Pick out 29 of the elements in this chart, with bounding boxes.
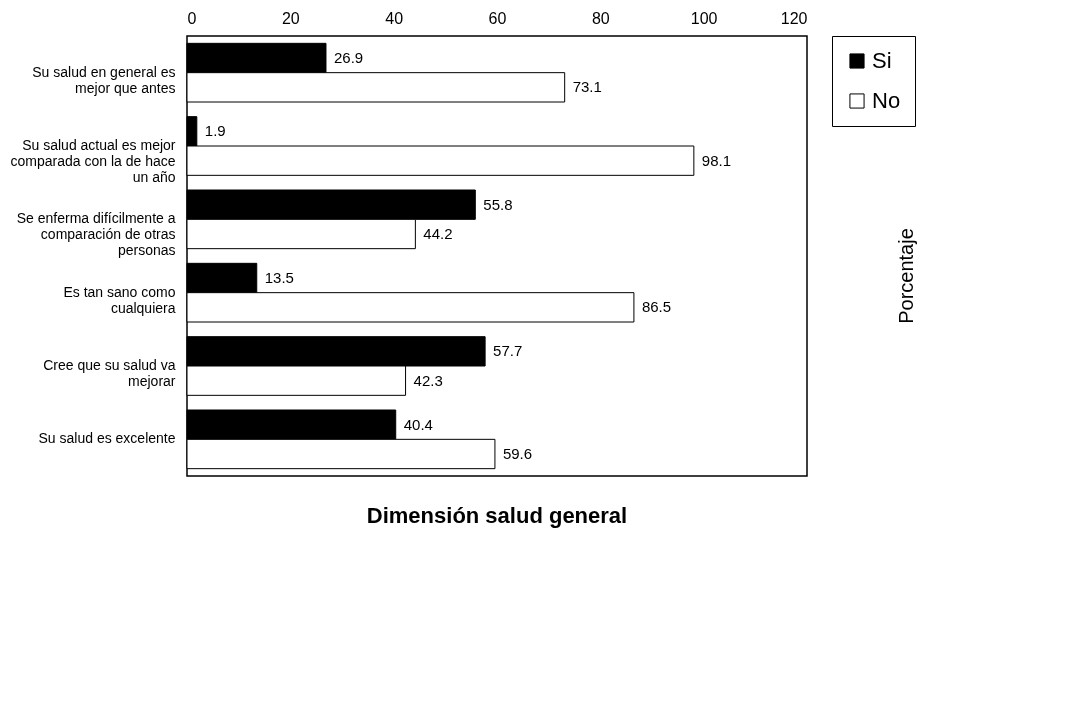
legend-label: No [872, 88, 901, 113]
data-label: 26.9 [333, 49, 364, 66]
text: Porcentaje [895, 228, 917, 324]
x-tick-label: 20 [281, 9, 300, 27]
data-label: 1.9 [204, 122, 226, 140]
legend-label: Si [872, 48, 892, 73]
x-tick-label: 80 [591, 9, 610, 27]
x-tick-label: 60 [488, 9, 507, 27]
data-label: 73.1 [572, 78, 602, 96]
x-tick-label: 0 [187, 9, 197, 27]
data-label: 42.3 [413, 371, 443, 389]
data-label: 40.4 [403, 415, 433, 433]
data-label: 98.1 [701, 151, 732, 169]
x-tick-label: 120 [780, 9, 808, 27]
y-tick-label: Es tan sano como cualquiera [63, 283, 176, 316]
data-label: 86.5 [641, 298, 672, 316]
data-label: 55.8 [483, 195, 513, 213]
x-tick-label: 100 [690, 9, 718, 27]
data-label: 13.5 [264, 269, 294, 286]
y-tick-label: Su salud es excelente [38, 430, 176, 447]
y-tick-label: Su salud en general es mejor que antes [32, 63, 176, 96]
y-tick-label: Su salud actual es mejor comparada con la de hace un año [10, 137, 176, 185]
x-tick-label: 40 [385, 9, 404, 27]
data-label: 44.2 [423, 225, 453, 242]
data-label: 57.7 [493, 342, 523, 360]
y-tick-label: Se enferma difícilmente a comparación de otras personas [16, 210, 176, 259]
data-label: 59.6 [502, 445, 533, 462]
text: Dimensión salud general [366, 503, 628, 528]
y-tick-label: Cree que su salud va mejorar [43, 357, 176, 389]
